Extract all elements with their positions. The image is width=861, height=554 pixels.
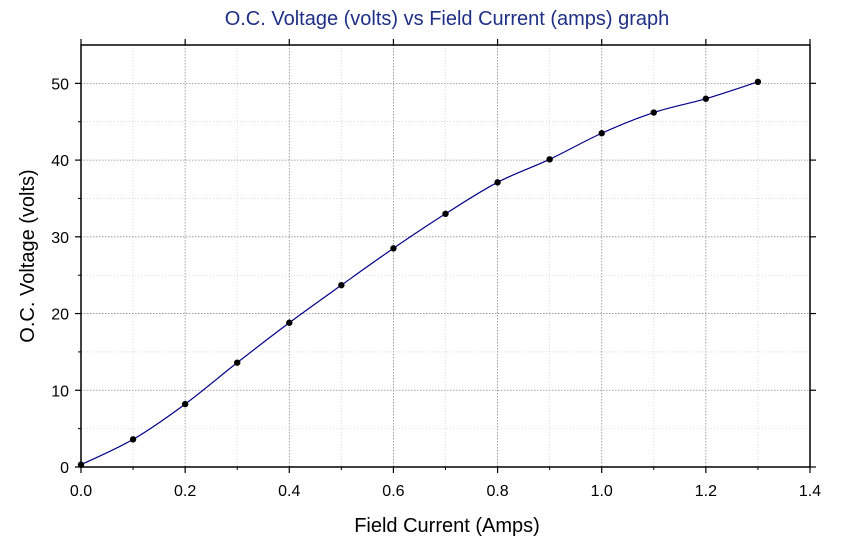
x-tick-label: 0.2 [174,483,196,500]
data-point [546,156,553,163]
data-point [650,109,657,116]
data-point [442,210,449,217]
series-line [80,81,759,466]
x-tick-label: 1.0 [591,483,613,500]
data-point [181,400,189,408]
data-point [754,78,762,86]
data-point [129,436,137,443]
y-tick-label: 20 [51,307,69,324]
x-axis-label: Field Current (Amps) [354,515,540,537]
x-tick-label: 0.6 [382,483,404,500]
data-point [598,130,605,137]
grid [80,45,811,468]
x-tick-label: 1.4 [799,483,821,500]
x-tick-label: 0.0 [70,483,92,500]
x-tick-label: 0.8 [486,483,508,500]
data-point [286,319,293,326]
x-tick-label: 0.4 [278,483,300,500]
y-axis-label: O.C. Voltage (volts) [17,169,39,342]
data-point [234,359,241,366]
y-tick-label: 40 [51,153,69,170]
y-tick-label: 50 [51,76,69,93]
chart-title: O.C. Voltage (volts) vs Field Current (a… [225,8,670,30]
x-tick-label: 1.2 [695,483,717,500]
ticks: 0.0 0.2 0.4 0.6 0.8 1.0 1.2 1.4 0 10 20 30 40 50 [51,39,821,500]
series-layer [77,78,762,468]
data-point [702,95,710,102]
y-tick-label: 30 [51,230,69,247]
data-point [77,461,85,468]
y-tick-label: 0 [60,460,69,477]
data-point [390,245,397,252]
data-point [494,179,501,186]
data-point [338,281,345,289]
y-tick-label: 10 [51,383,69,400]
